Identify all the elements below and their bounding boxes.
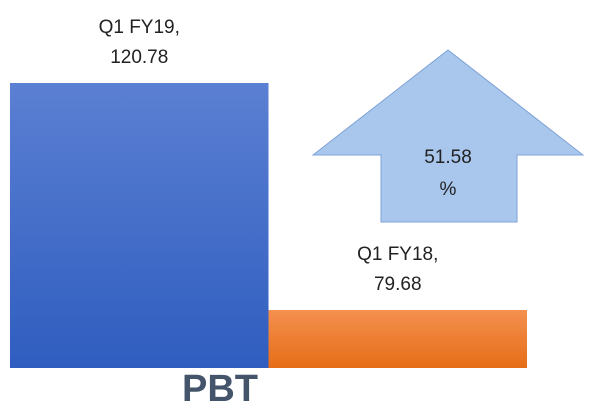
up-arrow — [311, 49, 585, 223]
category-label: Q1 FY19, — [99, 17, 180, 38]
annotation: 51.58 — [424, 147, 472, 168]
value-label: 120.78 — [110, 47, 168, 68]
value-label: 79.68 — [374, 274, 422, 295]
category-label: Q1 FY18, — [357, 244, 438, 265]
annotation: % — [440, 179, 457, 200]
chart-title: PBT — [182, 368, 258, 410]
bar — [10, 83, 269, 368]
bar — [268, 310, 527, 368]
